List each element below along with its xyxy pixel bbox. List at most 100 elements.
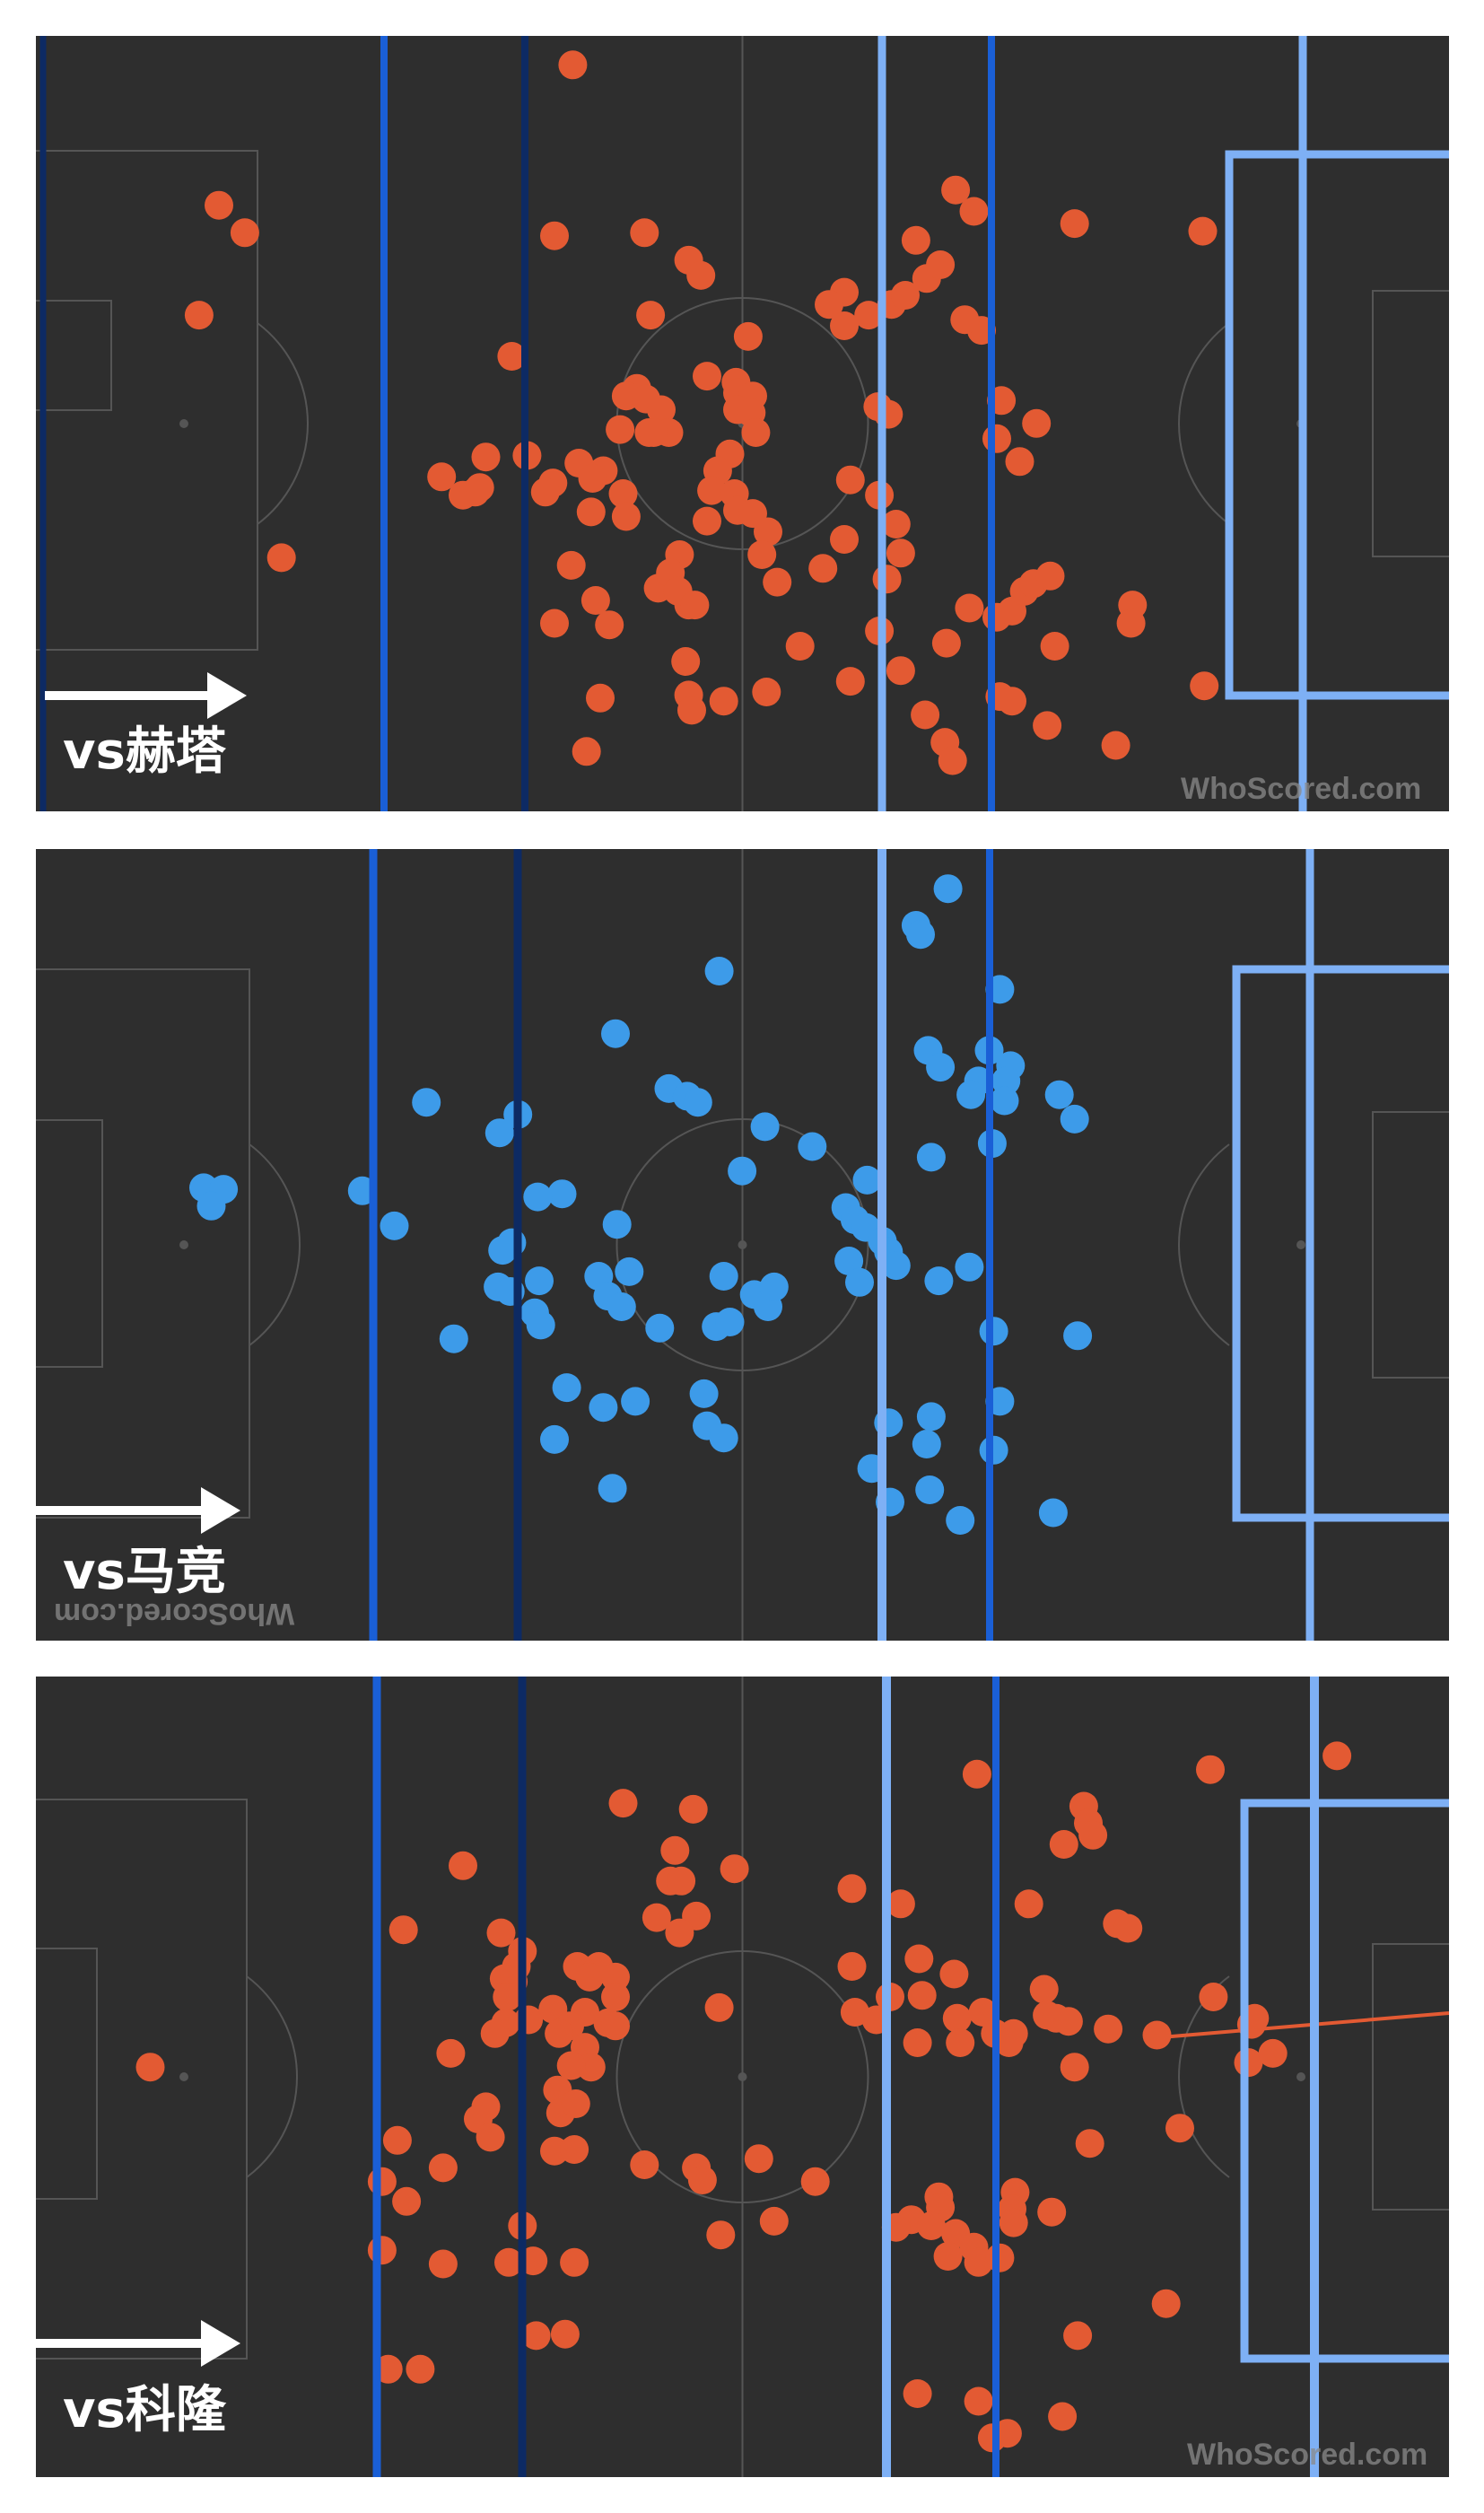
touch-dot	[903, 2379, 932, 2408]
right-penalty-spot	[1296, 2072, 1305, 2081]
touch-dot	[642, 1903, 671, 1932]
touch-dot	[680, 591, 710, 620]
touch-dot	[759, 1272, 789, 1301]
touch-dot	[560, 2135, 589, 2164]
touch-dot	[891, 281, 920, 310]
touch-dot	[436, 2038, 466, 2068]
pitch-map-2	[36, 849, 1449, 1641]
touch-dot	[1049, 1830, 1078, 1859]
touch-dot	[621, 1387, 650, 1416]
touch-dot	[903, 2028, 932, 2057]
touch-dot	[999, 2208, 1028, 2237]
touch-dot	[556, 550, 586, 580]
touch-dot	[946, 1506, 975, 1535]
touch-dot	[494, 2247, 523, 2277]
touch-dot	[800, 2167, 830, 2196]
touch-dot	[728, 1156, 757, 1186]
touch-dot	[693, 362, 721, 391]
touch-dot	[798, 1132, 827, 1161]
highlight-penalty-box	[1225, 150, 1449, 700]
touch-dot	[1323, 1741, 1352, 1771]
pitch-map-1	[36, 36, 1449, 811]
touch-dot	[1035, 561, 1065, 591]
touch-dot	[380, 1211, 409, 1240]
touch-dot	[560, 2247, 589, 2277]
watermark-1: WhoScored.com	[1181, 772, 1422, 806]
touch-dot	[595, 610, 624, 640]
touch-dot	[964, 2386, 993, 2416]
touch-dot	[1101, 731, 1130, 760]
touch-dot	[196, 1191, 226, 1221]
touch-dot	[581, 586, 610, 615]
touch-dot	[931, 628, 961, 658]
touch-dot	[1022, 408, 1052, 438]
highlight-penalty-box	[1240, 1799, 1449, 2363]
touch-dot	[1033, 711, 1062, 740]
touch-dot	[230, 218, 259, 248]
touch-dot	[835, 667, 865, 696]
touch-dot	[601, 1962, 630, 1992]
watermark-3: WhoScored.com	[1187, 2438, 1428, 2472]
touch-dot	[392, 2186, 422, 2216]
touch-dot	[367, 2167, 397, 2196]
touch-dot	[556, 2051, 586, 2080]
touch-dot	[476, 2123, 505, 2152]
touch-dot	[1063, 2321, 1093, 2351]
left-penalty-box	[36, 968, 250, 1519]
touch-dot	[881, 510, 911, 538]
touch-dot	[979, 1435, 1008, 1465]
touch-dot	[720, 1854, 749, 1884]
touch-dot	[845, 1267, 874, 1297]
touch-dot	[950, 305, 980, 335]
touch-dot	[497, 342, 527, 371]
touch-dot	[540, 221, 569, 250]
opponent-label-2: vs马竞	[63, 1543, 226, 1601]
touch-dot	[916, 1143, 946, 1172]
touch-dot	[547, 1179, 577, 1209]
touch-dot	[834, 1247, 864, 1275]
touch-dot	[373, 2354, 403, 2384]
touch-dot	[907, 1981, 937, 2010]
touch-dot	[598, 1474, 627, 1503]
touch-dot	[964, 2247, 993, 2277]
touch-dot	[427, 462, 457, 492]
touch-dot	[911, 700, 940, 730]
touch-dot	[439, 1324, 468, 1353]
touch-dot	[540, 609, 569, 638]
touch-dot	[1037, 2197, 1067, 2227]
touch-dot	[607, 1292, 636, 1321]
left-penalty-spot	[179, 419, 188, 428]
touch-dot	[493, 1983, 522, 2011]
touch-dot	[488, 1236, 518, 1265]
touch-dot	[630, 2150, 659, 2179]
touch-dot	[526, 1310, 555, 1340]
touch-dot	[1044, 1080, 1074, 1109]
touch-dot	[693, 506, 721, 536]
touch-dot	[1063, 1321, 1093, 1351]
opponent-label-1: vs赫塔	[63, 722, 226, 781]
touch-dot	[576, 497, 606, 527]
touch-dot	[135, 2053, 165, 2082]
touch-dot	[367, 2236, 397, 2265]
touch-dot	[704, 1992, 734, 2022]
touch-dot	[608, 1789, 638, 1818]
touch-dot	[486, 1918, 516, 1948]
touch-dot	[530, 477, 560, 507]
touch-dot	[939, 1959, 969, 1989]
center-circle	[615, 1118, 869, 1371]
touch-dot	[924, 1266, 954, 1296]
touch-dot	[959, 197, 989, 226]
touch-dot	[915, 1475, 945, 1504]
center-spot	[738, 1240, 747, 1249]
touch-dot	[881, 1251, 911, 1281]
touch-dot	[428, 2249, 458, 2279]
touch-dot	[750, 1112, 780, 1142]
touch-dot	[1188, 216, 1218, 246]
right-goal-area	[1372, 1943, 1449, 2211]
touch-dot	[601, 2011, 630, 2041]
touch-dot	[815, 290, 843, 320]
touch-dot	[1053, 2007, 1083, 2036]
touch-dot	[1199, 1983, 1228, 2011]
touch-dot	[901, 225, 930, 255]
left-penalty-spot	[179, 2072, 188, 2081]
